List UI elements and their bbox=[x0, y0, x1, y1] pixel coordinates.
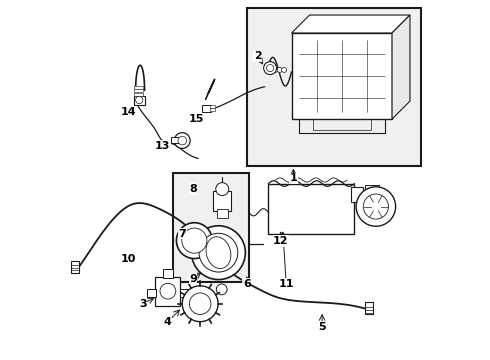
Circle shape bbox=[182, 228, 207, 253]
Circle shape bbox=[192, 226, 245, 280]
Text: 12: 12 bbox=[273, 236, 289, 246]
Circle shape bbox=[273, 67, 278, 72]
Bar bbox=[163, 269, 173, 278]
Text: 11: 11 bbox=[278, 279, 294, 289]
Circle shape bbox=[176, 223, 212, 258]
Circle shape bbox=[182, 286, 218, 321]
Bar bbox=[292, 33, 392, 119]
Circle shape bbox=[364, 194, 389, 219]
Circle shape bbox=[199, 233, 238, 272]
Bar bbox=[365, 302, 373, 315]
Bar bbox=[155, 277, 180, 306]
Bar bbox=[134, 96, 145, 105]
Circle shape bbox=[267, 64, 274, 72]
Text: 5: 5 bbox=[318, 322, 326, 332]
Bar bbox=[210, 108, 215, 111]
Bar bbox=[213, 191, 231, 211]
Bar bbox=[217, 209, 228, 218]
Text: 15: 15 bbox=[189, 114, 204, 124]
Bar bbox=[247, 8, 421, 166]
Bar bbox=[172, 137, 180, 143]
Bar bbox=[269, 184, 354, 234]
Circle shape bbox=[277, 67, 282, 72]
Bar bbox=[365, 185, 379, 198]
Bar bbox=[202, 105, 211, 112]
Bar bbox=[134, 93, 143, 96]
Circle shape bbox=[356, 187, 395, 226]
Text: 8: 8 bbox=[189, 184, 197, 194]
Circle shape bbox=[174, 133, 190, 148]
Bar bbox=[210, 105, 215, 108]
Circle shape bbox=[282, 67, 287, 72]
Circle shape bbox=[216, 183, 229, 195]
Bar bbox=[180, 289, 189, 297]
Bar bbox=[173, 173, 248, 282]
Circle shape bbox=[160, 283, 176, 299]
Text: 3: 3 bbox=[139, 299, 147, 309]
Text: 9: 9 bbox=[189, 274, 197, 284]
Circle shape bbox=[178, 136, 187, 145]
Text: 7: 7 bbox=[178, 229, 186, 239]
Text: 2: 2 bbox=[254, 51, 262, 61]
Text: 13: 13 bbox=[155, 141, 170, 151]
Bar bbox=[134, 89, 143, 92]
Circle shape bbox=[136, 96, 143, 104]
Bar bbox=[71, 261, 79, 273]
Circle shape bbox=[264, 62, 276, 75]
Bar bbox=[147, 289, 156, 297]
Circle shape bbox=[216, 284, 227, 295]
Text: 10: 10 bbox=[121, 254, 136, 264]
Circle shape bbox=[190, 293, 211, 315]
Text: 4: 4 bbox=[164, 317, 172, 327]
Text: 14: 14 bbox=[121, 107, 136, 117]
Polygon shape bbox=[392, 15, 410, 119]
Ellipse shape bbox=[206, 237, 231, 269]
Text: 6: 6 bbox=[243, 279, 251, 289]
Text: 1: 1 bbox=[290, 173, 297, 183]
Bar bbox=[351, 187, 364, 202]
Polygon shape bbox=[292, 15, 410, 33]
Bar bbox=[134, 86, 143, 89]
